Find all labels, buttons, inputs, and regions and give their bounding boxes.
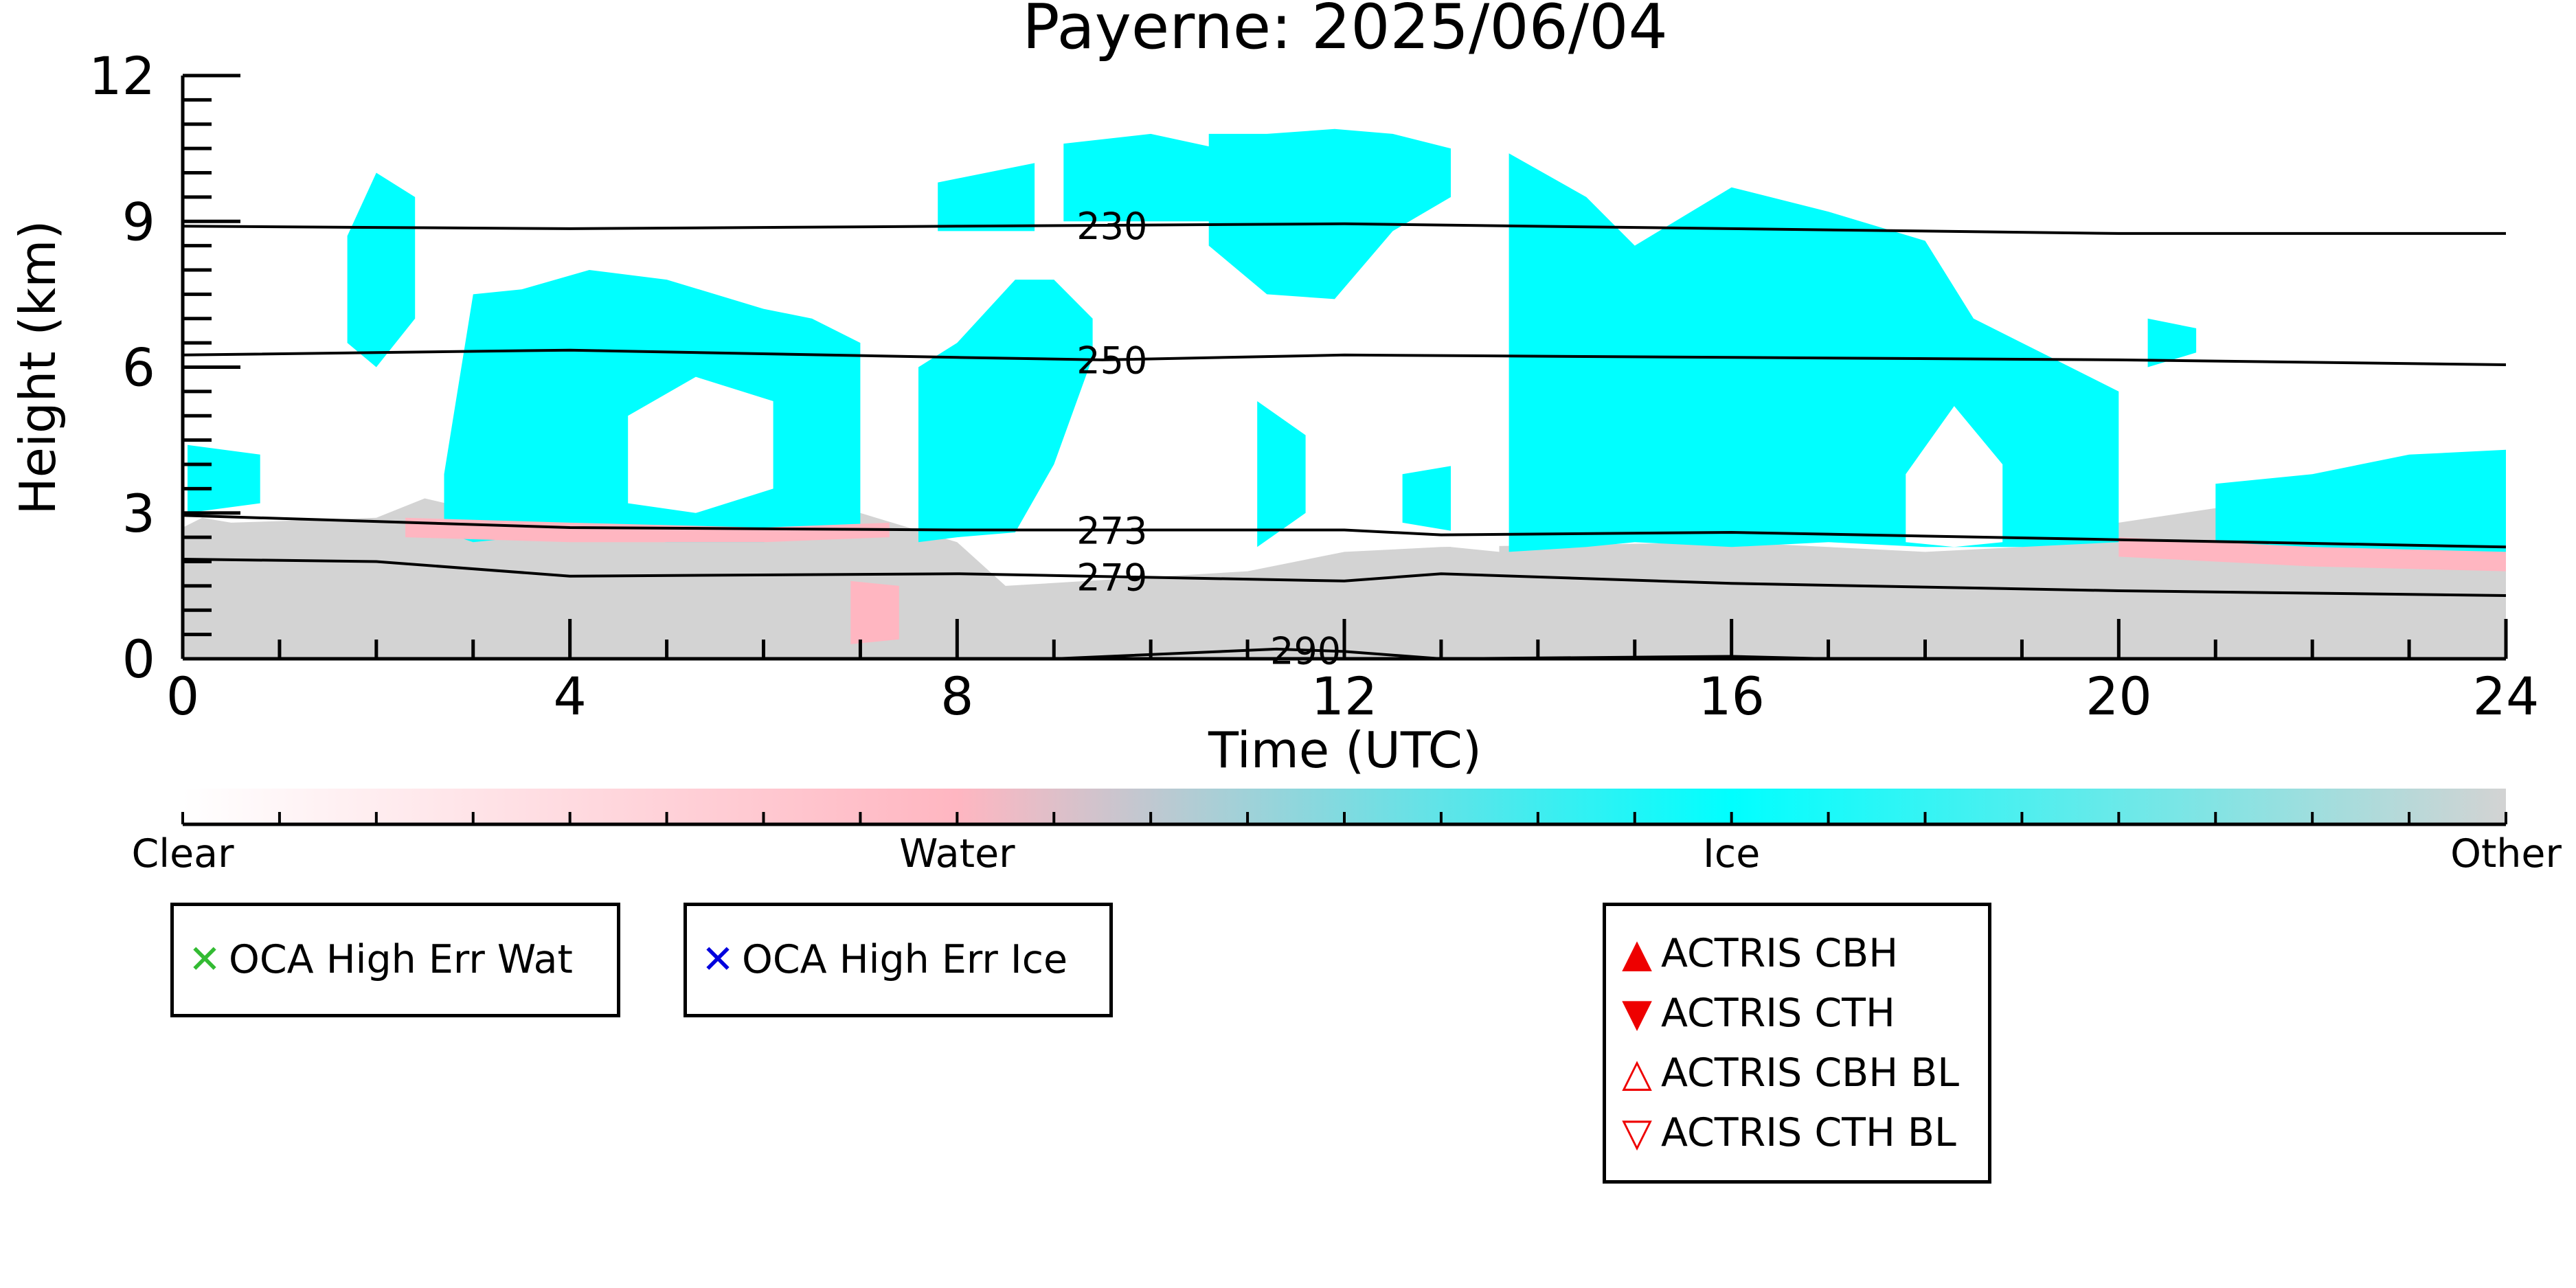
region-water	[850, 580, 899, 644]
region-water	[2119, 537, 2506, 572]
region-ice	[1063, 133, 1219, 222]
region-ice	[347, 172, 416, 368]
colorbar-label: Clear	[131, 831, 234, 877]
y-tick-label: 6	[122, 337, 155, 398]
region-ice	[2147, 318, 2197, 368]
isotherm-label: 250	[1076, 339, 1147, 383]
legend-label: ACTRIS CTH BL	[1661, 1110, 1956, 1155]
region-clear	[1451, 182, 1500, 552]
colorbar-label: Other	[2450, 831, 2562, 877]
isotherm-279-line	[182, 558, 2507, 597]
y-axis-label: Height (km)	[9, 221, 67, 515]
legend-entry-actris-cth: ▼ ACTRIS CTH	[1620, 993, 1895, 1034]
isotherm-label: 273	[1076, 510, 1147, 553]
legend-entry-actris-cth-bl: ▽ ACTRIS CTH BL	[1620, 1112, 1956, 1153]
legend-label: ACTRIS CBH BL	[1661, 1050, 1960, 1096]
region-ice	[1402, 464, 1461, 532]
triangle-up-filled-icon: ▲	[1622, 931, 1652, 976]
actris-legend: ▲ ACTRIS CBH ▼ ACTRIS CTH △ ACTRIS CBH BL ▽…	[1603, 903, 1991, 1184]
region-ice	[918, 280, 1093, 543]
region-ice	[188, 444, 260, 513]
x-tick-label: 24	[2473, 666, 2540, 727]
y-tick-label: 0	[122, 629, 155, 690]
x-tick-label: 8	[940, 666, 973, 727]
legend-label: ACTRIS CTH	[1661, 991, 1895, 1036]
colorbar-label: Ice	[1703, 831, 1760, 877]
region-clear	[1906, 406, 2003, 547]
region-ice	[938, 163, 1035, 231]
region-clear	[628, 376, 773, 513]
x-mark-icon: ✕	[188, 937, 221, 982]
region-ice	[2215, 449, 2506, 567]
x-tick-label: 12	[1311, 666, 1378, 727]
y-tick-label: 9	[122, 191, 155, 252]
chart-title: Payerne: 2025/06/04	[1022, 0, 1668, 63]
region-ice	[1257, 401, 1306, 547]
isotherm-230-line	[182, 222, 2506, 235]
isotherm-label: 230	[1076, 205, 1147, 248]
region-ice	[1509, 153, 2119, 552]
isotherm-label: 290	[1270, 629, 1341, 673]
isotherm-273-line	[182, 514, 2507, 549]
legend-label: OCA High Err Ice	[742, 937, 1068, 982]
triangle-up-outline-icon: △	[1622, 1050, 1652, 1096]
classification-field	[183, 128, 2506, 659]
legend-label: OCA High Err Wat	[229, 937, 573, 982]
region-water	[405, 517, 890, 543]
x-tick-label: 4	[553, 666, 586, 727]
legend-entry-actris-cbh-bl: △ ACTRIS CBH BL	[1620, 1052, 1959, 1094]
isotherm-290-line	[1054, 647, 1829, 661]
x-tick-label: 16	[1698, 666, 1765, 727]
plot-axes: 0 3 6 9 12 0 4 8 12 16 20 24	[89, 45, 2539, 727]
x-mark-icon: ✕	[701, 937, 734, 982]
isotherm-label: 279	[1076, 556, 1147, 599]
region-ice	[1208, 128, 1451, 300]
triangle-down-outline-icon: ▽	[1622, 1110, 1652, 1155]
oca-ice-legend: ✕ OCA High Err Ice	[683, 903, 1113, 1017]
legend-entry-actris-cbh: ▲ ACTRIS CBH	[1620, 933, 1898, 974]
isotherm-250-line	[182, 348, 2507, 366]
y-tick-label: 3	[122, 483, 155, 544]
legend-label: ACTRIS CBH	[1661, 931, 1899, 976]
classification-colorbar: Clear Water Ice Other	[131, 789, 2562, 877]
oca-water-legend: ✕ OCA High Err Wat	[170, 903, 620, 1017]
colorbar-label: Water	[899, 831, 1015, 877]
x-tick-label: 0	[166, 666, 199, 727]
x-axis-label: Time (UTC)	[1208, 721, 1482, 779]
y-tick-label: 12	[89, 45, 155, 106]
legend-entry-oca-water: ✕ OCA High Err Wat	[188, 939, 573, 980]
x-tick-label: 20	[2086, 666, 2152, 727]
triangle-down-filled-icon: ▼	[1622, 991, 1652, 1036]
legend-entry-oca-ice: ✕ OCA High Err Ice	[701, 939, 1067, 980]
